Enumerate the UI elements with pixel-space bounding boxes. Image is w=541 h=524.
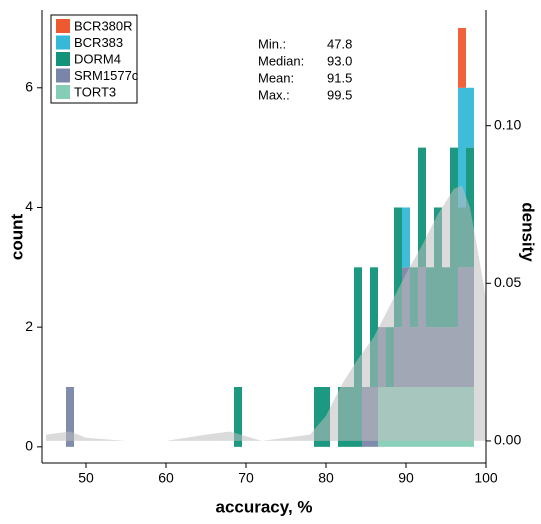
bar (458, 87, 466, 208)
legend-label: BCR380R (74, 18, 133, 33)
x-tick-label: 100 (474, 470, 498, 486)
y2-tick-label: 0.00 (494, 432, 521, 448)
stat-label: Min.: (258, 36, 286, 51)
bar (466, 147, 474, 268)
legend-swatch (56, 68, 70, 83)
x-tick-label: 90 (398, 470, 414, 486)
legend-label: TORT3 (74, 84, 116, 99)
y2-tick-label: 0.05 (494, 274, 521, 290)
y-tick-label: 0 (25, 438, 33, 454)
legend-swatch (56, 85, 70, 99)
legend-label: BCR383 (74, 35, 123, 50)
x-tick-label: 60 (158, 470, 174, 486)
bar (458, 27, 466, 88)
bar (394, 207, 402, 328)
y-tick-label: 6 (25, 78, 33, 94)
bar (354, 267, 362, 447)
legend-swatch (56, 52, 70, 66)
stat-value: 91.5 (327, 70, 352, 85)
bar (370, 267, 378, 388)
x-axis-title: accuracy, % (215, 497, 312, 516)
bar (66, 387, 74, 447)
legend-label: SRM1577c (74, 68, 139, 83)
x-tick-label: 70 (238, 470, 254, 486)
x-tick-label: 80 (318, 470, 334, 486)
bar (402, 207, 410, 268)
legend-swatch (56, 35, 70, 50)
x-tick-label: 50 (78, 470, 94, 486)
bar (234, 387, 242, 447)
stat-value: 99.5 (327, 87, 352, 102)
stat-label: Max.: (258, 87, 290, 102)
y-tick-label: 4 (25, 198, 33, 214)
y2-axis-title: density (519, 202, 538, 262)
stat-label: Median: (258, 53, 304, 68)
bar (418, 147, 426, 268)
legend-swatch (56, 19, 70, 33)
y2-tick-label: 0.10 (494, 116, 521, 132)
y-axis-title: count (7, 214, 26, 261)
bar (314, 387, 322, 447)
stat-value: 47.8 (327, 36, 352, 51)
legend-label: DORM4 (74, 51, 121, 66)
density-area (46, 185, 486, 441)
bar (466, 87, 474, 148)
y-tick-label: 2 (25, 318, 33, 334)
stat-label: Mean: (258, 70, 294, 85)
stat-value: 93.0 (327, 53, 352, 68)
